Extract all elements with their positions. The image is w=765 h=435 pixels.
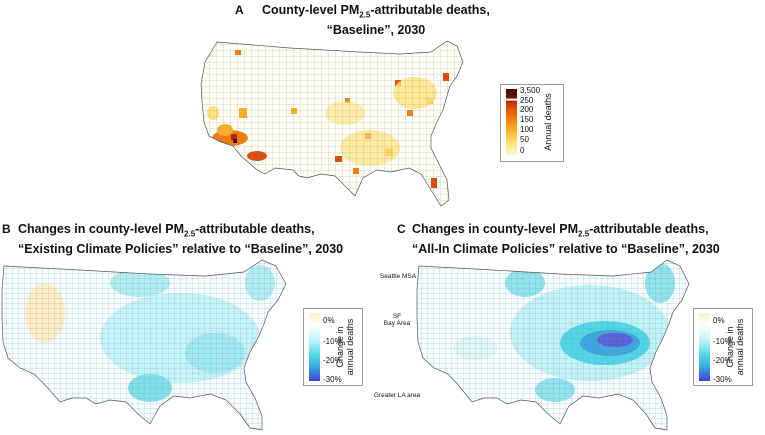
legend-b-tick: -30% bbox=[323, 375, 342, 384]
legend-b-tick: 0% bbox=[323, 316, 335, 325]
map-c-all-in-policies bbox=[416, 259, 690, 431]
legend-a: 3,500 250 200 150 100 50 0 Annual deaths bbox=[500, 84, 564, 162]
panel-c-title-pre: Changes in county-level PM bbox=[412, 222, 579, 236]
panel-a-title-sub: 2.5 bbox=[359, 10, 371, 20]
legend-b-colorbar bbox=[309, 313, 320, 381]
legend-c-colorbar bbox=[699, 313, 710, 381]
legend-b-tick: -20% bbox=[323, 356, 342, 365]
annotation-sf-line2: Bay Area bbox=[383, 320, 411, 327]
panel-a-title-pre: County-level PM bbox=[262, 3, 360, 17]
panel-b-title: Changes in county-level PM2.5-attributab… bbox=[18, 222, 343, 257]
panel-b-title-sub: 2.5 bbox=[184, 229, 196, 239]
legend-a-tick: 3,500 bbox=[520, 86, 541, 95]
legend-b-tick: -10% bbox=[323, 337, 342, 346]
map-a-baseline-deaths bbox=[200, 40, 464, 207]
panel-b-title-line2: “Existing Climate Policies” relative to … bbox=[18, 241, 344, 256]
legend-b-title-line2: annual deaths bbox=[345, 318, 355, 376]
legend-a-tick: 150 bbox=[520, 115, 534, 124]
legend-c: 0% -10% -20% -30% Change in annual death… bbox=[693, 308, 753, 386]
panel-b-title-pre: Changes in county-level PM bbox=[18, 222, 185, 236]
legend-c-tick: -20% bbox=[713, 356, 732, 365]
annotation-sf-line1: SF bbox=[392, 313, 402, 320]
legend-a-tick: 0 bbox=[520, 146, 525, 155]
legend-a-tick: 200 bbox=[520, 105, 534, 114]
legend-c-tick: 0% bbox=[713, 316, 725, 325]
panel-c-title-sub: 2.5 bbox=[578, 229, 590, 239]
legend-a-colorbar bbox=[506, 89, 517, 155]
map-b-existing-policies bbox=[1, 259, 287, 431]
legend-b-title: Change in annual deaths bbox=[335, 307, 355, 387]
panel-c-letter: C bbox=[397, 222, 406, 236]
legend-b-title-line1: Change in bbox=[335, 326, 345, 368]
legend-c-tick: -10% bbox=[713, 337, 732, 346]
panel-b-letter: B bbox=[2, 222, 11, 236]
legend-c-title: Change in annual deaths bbox=[725, 307, 745, 387]
legend-a-tick: 250 bbox=[520, 96, 534, 105]
legend-a-tick: 100 bbox=[520, 125, 534, 134]
panel-c-title-post: -attributable deaths, bbox=[589, 222, 709, 236]
panel-c-title: Changes in county-level PM2.5-attributab… bbox=[412, 222, 720, 257]
legend-c-tick: -30% bbox=[713, 375, 732, 384]
legend-c-title-line1: Change in bbox=[725, 326, 735, 368]
panel-c-title-line2: “All-In Climate Policies” relative to “B… bbox=[412, 241, 720, 256]
legend-b: 0% -10% -20% -30% Change in annual death… bbox=[303, 308, 363, 386]
panel-b-title-post: -attributable deaths, bbox=[195, 222, 315, 236]
panel-a-letter: A bbox=[235, 3, 244, 17]
annotation-greater-la-area: Greater LA area bbox=[373, 392, 421, 399]
legend-a-title: Annual deaths bbox=[543, 93, 553, 151]
panel-a-title: County-level PM2.5-attributable deaths, … bbox=[262, 3, 490, 38]
panel-a-title-post: -attributable deaths, bbox=[370, 3, 490, 17]
panel-a-title-line2: “Baseline”, 2030 bbox=[326, 22, 426, 37]
annotation-sf-bay-area: SF Bay Area bbox=[373, 313, 421, 327]
annotation-seattle-msa: Seattle MSA bbox=[379, 273, 417, 280]
legend-a-tick: 50 bbox=[520, 135, 529, 144]
legend-c-title-line2: annual deaths bbox=[735, 318, 745, 376]
